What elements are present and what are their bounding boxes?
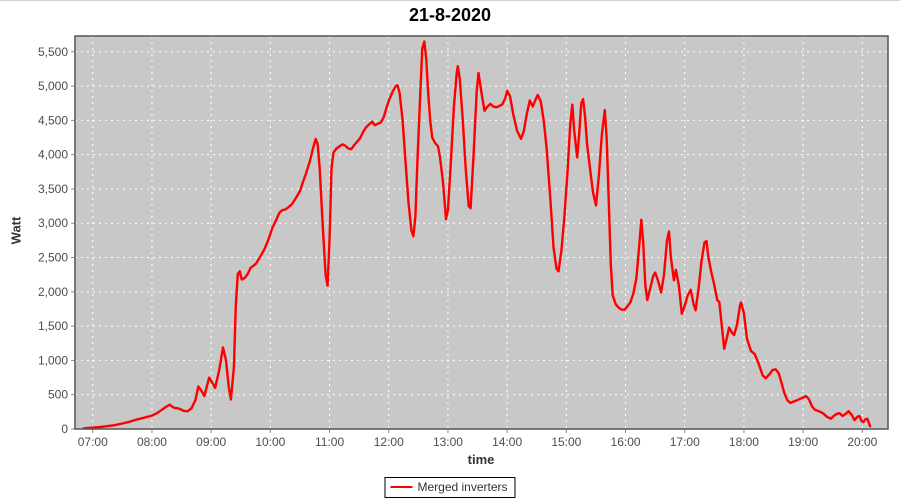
x-tick-label: 19:00 <box>788 435 818 449</box>
y-tick-label: 2,500 <box>38 251 68 265</box>
y-tick-label: 5,000 <box>38 79 68 93</box>
x-tick-label: 10:00 <box>255 435 285 449</box>
y-tick-label: 2,000 <box>38 285 68 299</box>
y-tick-label: 4,000 <box>38 148 68 162</box>
x-tick-label: 11:00 <box>315 435 344 449</box>
x-tick-label: 13:00 <box>433 435 463 449</box>
y-tick-label: 3,500 <box>38 182 68 196</box>
y-tick-label: 3,000 <box>38 216 68 230</box>
y-tick-label: 5,500 <box>38 45 68 59</box>
chart-title: 21-8-2020 <box>408 5 492 25</box>
x-tick-label: 07:00 <box>78 435 108 449</box>
plot-border <box>74 35 889 430</box>
y-tick-label: 500 <box>48 388 68 402</box>
legend: Merged inverters <box>384 477 516 498</box>
x-tick-label: 12:00 <box>374 435 404 449</box>
plot-background <box>75 36 888 429</box>
plot-area: 0 500 1,000 1,500 2,000 2,500 3,000 3,500 4,000 4… <box>38 35 889 449</box>
series-line-merged-inverters <box>82 40 872 430</box>
x-tick-label: 20:00 <box>847 435 877 449</box>
x-axis-title: time <box>467 452 495 467</box>
legend-line-swatch <box>390 486 413 488</box>
x-tick-label: 18:00 <box>729 435 759 449</box>
y-tick-label: 0 <box>61 422 68 436</box>
x-tick-label: 15:00 <box>551 435 581 449</box>
x-tick-label: 14:00 <box>492 435 522 449</box>
x-tick-label: 09:00 <box>196 435 226 449</box>
x-tick-label: 08:00 <box>137 435 167 449</box>
x-tick-label: 16:00 <box>611 435 641 449</box>
x-tick-label: 17:00 <box>670 435 700 449</box>
y-tick-label: 1,500 <box>38 319 68 333</box>
legend-label: Merged inverters <box>417 480 508 494</box>
y-tick-label: 4,500 <box>38 113 68 127</box>
y-tick-label: 1,000 <box>38 353 68 367</box>
